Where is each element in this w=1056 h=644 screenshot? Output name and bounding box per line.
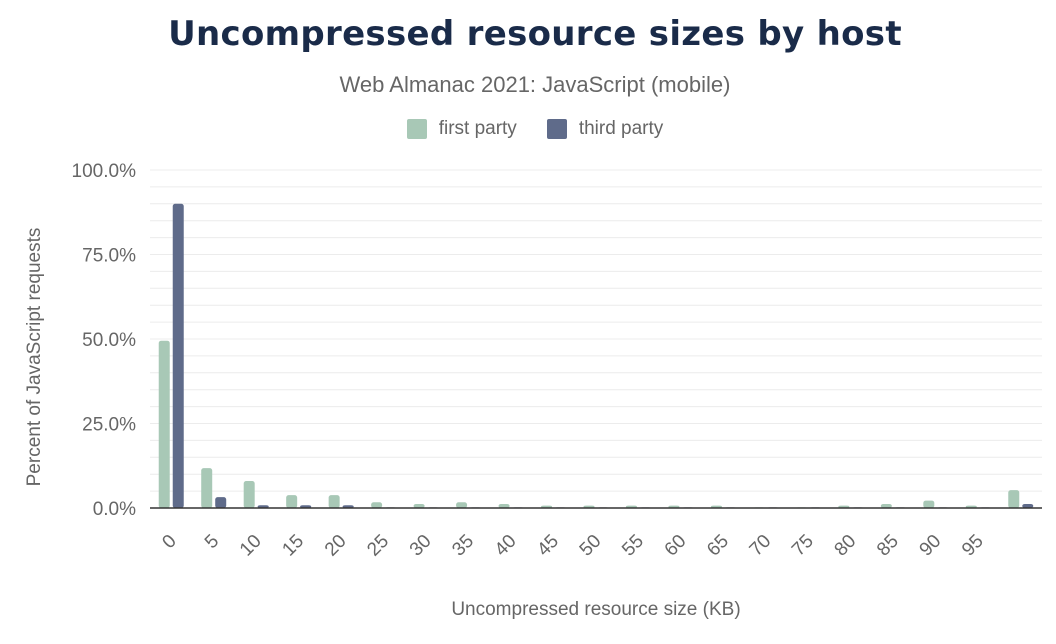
x-tick-label: 10 xyxy=(236,531,266,561)
y-tick-label: 0.0% xyxy=(93,499,136,520)
bar-first-party[interactable] xyxy=(1008,490,1020,508)
x-tick-label: 50 xyxy=(576,531,606,561)
x-axis-title: Uncompressed resource size (KB) xyxy=(451,599,740,620)
x-tick-label: 45 xyxy=(533,531,563,561)
x-tick-label: 65 xyxy=(703,531,733,561)
chart-legend: first party third party xyxy=(0,118,1056,140)
y-axis-ticks: 0.0% 25.0% 50.0% 75.0% 100.0% xyxy=(72,161,137,520)
legend-label-first-party: first party xyxy=(438,118,517,139)
bars xyxy=(158,203,1034,509)
legend-label-third-party: third party xyxy=(578,118,664,139)
legend-swatch-first-party xyxy=(406,119,427,139)
x-axis-ticks: 0 5 10 15 20 25 30 35 40 45 50 55 60 65 70 75 80 85 90 95 xyxy=(158,531,987,561)
x-tick-label: 60 xyxy=(661,531,691,561)
bar-first-party[interactable] xyxy=(456,502,468,508)
x-tick-label: 15 xyxy=(278,531,308,561)
x-tick-label: 0 xyxy=(158,531,180,553)
x-tick-label: 90 xyxy=(916,531,946,561)
legend-swatch-third-party xyxy=(546,119,567,139)
y-tick-label: 100.0% xyxy=(72,161,137,182)
y-axis-title: Percent of JavaScript requests xyxy=(24,228,45,487)
y-tick-label: 50.0% xyxy=(82,330,136,351)
bar-first-party[interactable] xyxy=(158,340,170,508)
bar-first-party[interactable] xyxy=(498,503,510,508)
bar-first-party[interactable] xyxy=(243,480,255,508)
x-tick-label: 40 xyxy=(491,531,521,561)
x-tick-label: 35 xyxy=(448,531,478,561)
bar-first-party[interactable] xyxy=(923,500,935,508)
bar-third-party[interactable] xyxy=(1022,503,1034,508)
y-tick-label: 75.0% xyxy=(82,246,136,267)
bar-third-party[interactable] xyxy=(172,203,184,509)
bar-first-party[interactable] xyxy=(286,495,298,508)
x-tick-label: 30 xyxy=(406,531,436,561)
x-tick-label: 95 xyxy=(958,531,988,561)
x-tick-label: 80 xyxy=(831,531,861,561)
bar-first-party[interactable] xyxy=(201,468,213,508)
gridlines xyxy=(150,169,1042,492)
chart-title: Uncompressed resource sizes by host xyxy=(168,14,902,54)
bar-first-party[interactable] xyxy=(328,495,340,508)
x-tick-label: 20 xyxy=(321,531,351,561)
bar-first-party[interactable] xyxy=(371,502,383,508)
legend-item-first-party[interactable]: first party xyxy=(406,118,517,140)
x-tick-label: 55 xyxy=(618,531,648,561)
bar-third-party[interactable] xyxy=(215,497,227,508)
chart-subtitle: Web Almanac 2021: JavaScript (mobile) xyxy=(339,72,731,97)
x-tick-label: 70 xyxy=(746,531,776,561)
bar-first-party[interactable] xyxy=(413,503,425,508)
x-tick-label: 85 xyxy=(873,531,903,561)
x-tick-label: 25 xyxy=(363,531,393,561)
y-tick-label: 25.0% xyxy=(82,415,136,436)
x-tick-label: 5 xyxy=(201,531,223,553)
x-tick-label: 75 xyxy=(788,531,818,561)
bar-first-party[interactable] xyxy=(880,503,892,508)
legend-item-third-party[interactable]: third party xyxy=(546,118,664,140)
